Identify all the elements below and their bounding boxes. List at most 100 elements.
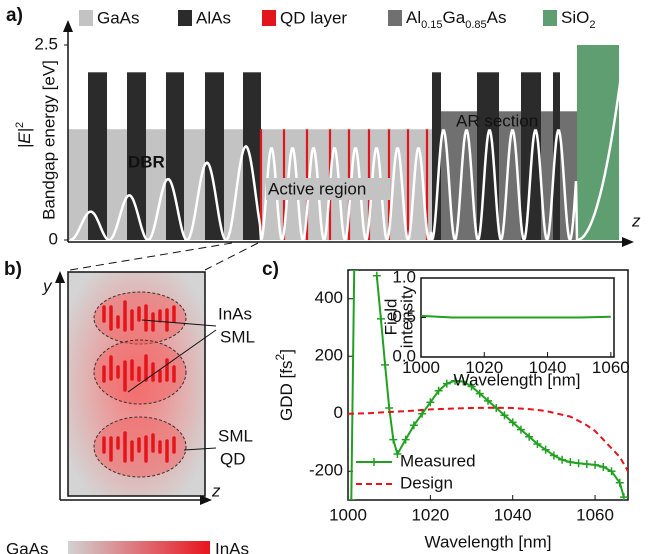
x-tick-label: 1020: [411, 506, 449, 525]
marker: [418, 409, 427, 418]
y-axis-label: Bandgap energy [eV]: [39, 60, 58, 220]
layer: [205, 72, 224, 240]
layer: [166, 72, 184, 240]
text-part: Al: [406, 8, 421, 27]
z-arrow: [200, 495, 212, 505]
y-axis-label: GDD [fs2]: [273, 349, 296, 421]
x-arrow: [622, 237, 634, 247]
text-part: GDD [fs: [277, 360, 296, 420]
panel-c: 1000 1020 1040 1060 -200 0 200 400 c) Wavelength …: [262, 259, 630, 551]
y-tick-label: -200: [309, 461, 343, 480]
marker: [442, 379, 451, 388]
y-axis-label: Field: [381, 299, 400, 336]
label: SML: [218, 426, 253, 445]
legend-marker: [370, 458, 378, 466]
layer: [88, 72, 107, 240]
color-scale: [68, 541, 210, 554]
x-axis-label: Wavelength [nm]: [425, 532, 552, 551]
marker: [525, 432, 534, 441]
legend-swatch: [178, 10, 192, 26]
y-tick-label: 200: [315, 346, 343, 365]
annotation-bg: [266, 178, 390, 200]
y-arrow: [63, 20, 73, 32]
legend-label: Measured: [400, 451, 476, 470]
leader: [127, 329, 217, 393]
text-part: 0.15: [421, 19, 442, 31]
text-part: 0.85: [465, 19, 486, 31]
data-line: [350, 270, 625, 500]
x-tick-label: 1000: [402, 358, 440, 377]
y-tick-label: 0: [334, 403, 343, 422]
marker: [393, 450, 402, 458]
layer: [577, 45, 619, 240]
marker: [372, 271, 381, 280]
marker: [381, 360, 390, 369]
label: SML: [220, 327, 255, 346]
label: QD: [220, 449, 246, 468]
text-part: ]: [277, 349, 296, 354]
y-arrow: [55, 271, 65, 283]
marker: [566, 458, 575, 467]
legend-swatch: [543, 10, 557, 26]
text-part: |E|: [15, 128, 34, 148]
zoom-line: [69, 242, 233, 271]
leader: [183, 447, 217, 451]
marker: [459, 377, 468, 386]
marker: [500, 411, 509, 420]
label: InAs: [218, 304, 252, 323]
leader: [141, 319, 217, 327]
marker: [508, 418, 517, 427]
field-label: |E|2: [14, 122, 35, 148]
marker: [619, 493, 628, 500]
series-group: [348, 270, 628, 500]
axis-label: y: [42, 276, 53, 295]
y-tick-label: 0: [49, 229, 58, 248]
y-tick-label: 2.5: [34, 34, 58, 53]
panel-b: b) y z InAs SML SML QD GaAs InAs: [4, 242, 259, 554]
x-tick-label: 1000: [329, 506, 367, 525]
layer: [553, 72, 560, 240]
marker: [516, 425, 525, 434]
scale-label: GaAs: [6, 539, 49, 554]
marker: [599, 462, 608, 471]
marker: [484, 396, 492, 405]
legend-label: AlAs: [196, 8, 231, 27]
y-tick-label: 400: [315, 288, 343, 307]
legend-label: SiO2: [561, 8, 595, 30]
marker: [376, 314, 385, 323]
marker: [549, 451, 558, 460]
marker: [533, 439, 542, 448]
marker: [401, 435, 410, 444]
data-line: [348, 406, 628, 472]
annotation: DBR: [128, 152, 165, 171]
field-profile: [69, 44, 627, 245]
marker: [350, 270, 359, 274]
marker: [409, 421, 418, 430]
zoom-line: [204, 242, 259, 271]
marker: [607, 467, 616, 476]
x-tick-label: 1040: [529, 358, 567, 377]
x-axis-label: z: [631, 211, 641, 230]
marker: [475, 389, 484, 398]
x-tick-label: 1060: [576, 506, 614, 525]
legend-label: GaAs: [97, 8, 140, 27]
marker: [385, 404, 394, 412]
legend-label: QD layer: [280, 8, 347, 27]
annotation: Active region: [268, 179, 366, 198]
panel-label: c): [262, 259, 279, 280]
annotation: AR section: [456, 111, 538, 130]
series-group: [421, 314, 611, 319]
y-tick-label: 0.0: [392, 346, 416, 365]
marker: [615, 478, 624, 487]
panel-label: a): [6, 5, 23, 26]
axis-label: z: [211, 481, 221, 500]
legend-swatch: [388, 10, 402, 26]
text-part: 2: [589, 19, 595, 31]
legend-swatch: [79, 10, 93, 26]
x-tick-label: 1020: [465, 358, 503, 377]
panel-label: b): [4, 259, 22, 280]
marker: [348, 496, 356, 500]
y-axis-label: intensity: [397, 285, 416, 348]
